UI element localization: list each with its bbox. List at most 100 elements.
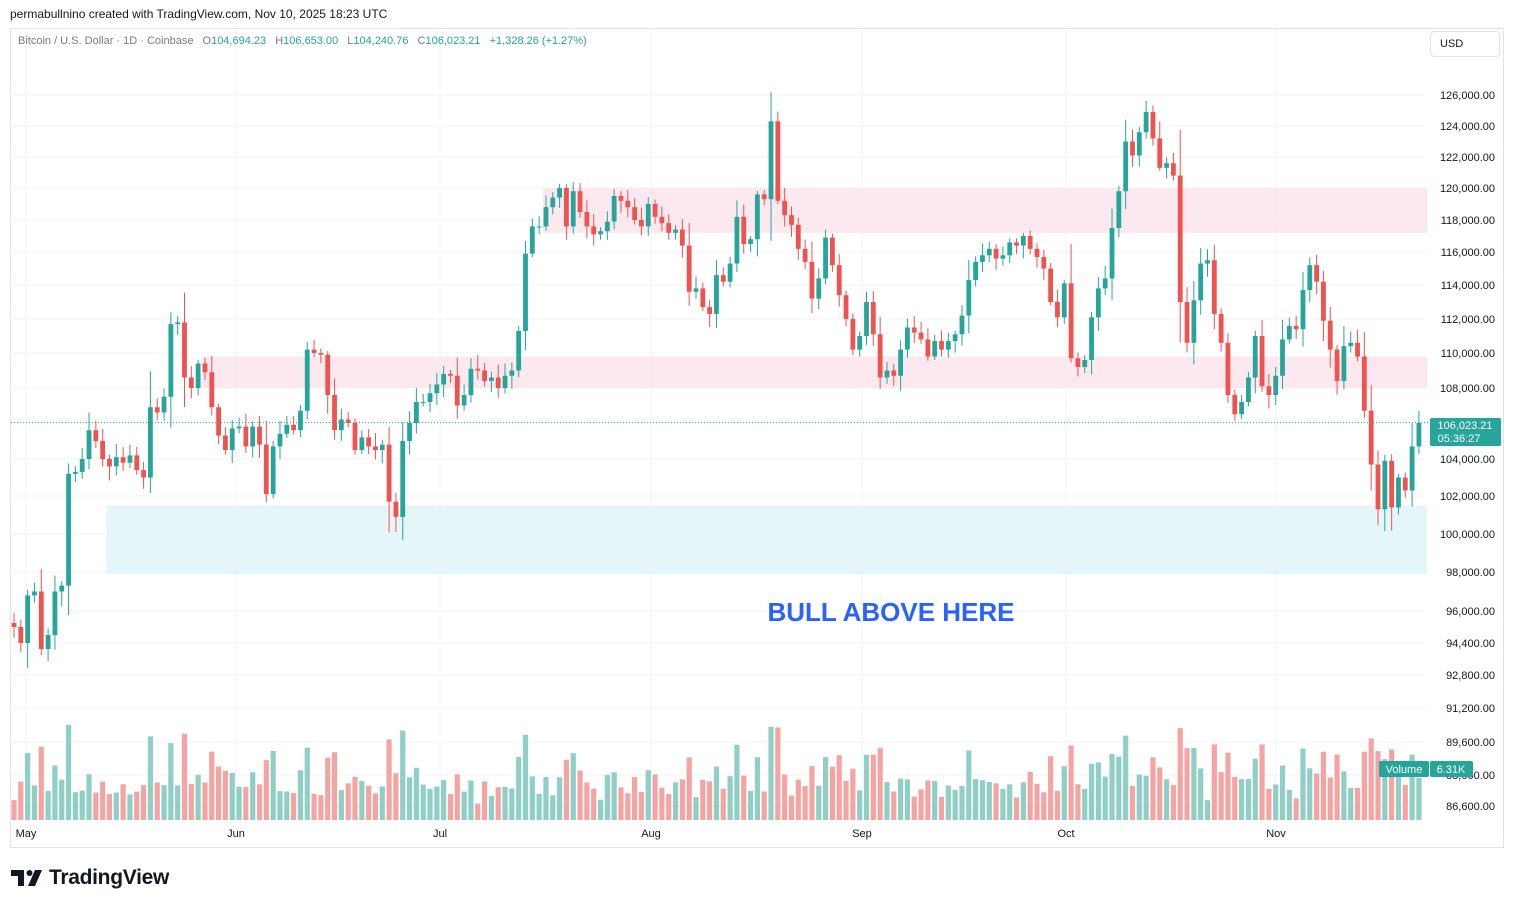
- volume-bar: [1123, 735, 1129, 820]
- volume-bar: [297, 770, 304, 820]
- candle-body: [1007, 242, 1013, 256]
- volume-bar: [59, 779, 65, 820]
- candle-body: [509, 370, 515, 376]
- candle-body: [1293, 325, 1299, 330]
- candle-body: [1348, 342, 1354, 347]
- candle-body: [127, 455, 133, 463]
- volume-bar: [973, 779, 979, 820]
- volume-bar: [611, 772, 617, 820]
- candle-body: [618, 196, 624, 201]
- volume-bar: [1129, 785, 1136, 820]
- volume-bar: [1293, 798, 1299, 820]
- volume-bar: [236, 786, 242, 820]
- candle-body: [495, 377, 501, 388]
- candle-body: [195, 363, 201, 388]
- candle-body: [461, 395, 467, 406]
- volume-bar: [1395, 765, 1402, 820]
- candle-body: [79, 459, 85, 472]
- candle-body: [134, 455, 140, 471]
- tradingview-logo-text: TradingView: [49, 866, 170, 889]
- volume-bar: [120, 784, 126, 820]
- candle-body: [754, 194, 760, 240]
- volume-bar: [447, 794, 454, 820]
- candle-body: [1082, 360, 1088, 367]
- volume-bar: [488, 795, 494, 820]
- candle-body: [66, 473, 71, 586]
- volume-bar: [591, 788, 597, 820]
- candle-body: [816, 278, 822, 299]
- tradingview-logo-icon: [11, 870, 42, 886]
- price-tick-label: 118,000.00: [1441, 215, 1495, 227]
- candle-body: [148, 407, 153, 478]
- candle-body: [1259, 336, 1265, 387]
- candle-body: [243, 426, 249, 447]
- volume-bar: [65, 724, 72, 820]
- candle-body: [1130, 141, 1135, 156]
- candle-body: [1143, 112, 1149, 133]
- volume-bar: [270, 750, 276, 820]
- candle-body: [557, 188, 562, 198]
- candle-body: [1402, 477, 1408, 491]
- candle-body: [209, 372, 215, 408]
- volume-bar: [1259, 744, 1265, 820]
- volume-bar: [331, 752, 338, 820]
- currency-selector[interactable]: USD: [1430, 31, 1500, 57]
- volume-bar: [959, 785, 965, 820]
- volume-bar: [1307, 768, 1313, 820]
- volume-bar: [209, 751, 215, 820]
- candle-body: [393, 501, 399, 517]
- candle-body: [1184, 302, 1190, 343]
- candle-body: [1102, 278, 1108, 289]
- time-axis[interactable]: May Jun Jul Aug Sep Oct Nov: [16, 828, 1287, 840]
- candle-body: [168, 324, 174, 397]
- volume-bar: [802, 786, 808, 820]
- volume-bar: [1402, 784, 1408, 820]
- candle-body: [1177, 175, 1183, 302]
- candle-body: [564, 188, 569, 227]
- candle-body: [468, 368, 474, 395]
- price-tick-label: 116,000.00: [1441, 247, 1495, 259]
- candle-body: [1198, 263, 1204, 301]
- price-tick-label: 91,200.00: [1446, 703, 1495, 715]
- volume-bar: [31, 785, 38, 820]
- volume-bar: [1382, 759, 1388, 820]
- volume-badge: Volume 6.31K: [1379, 761, 1473, 777]
- candle-body: [1048, 268, 1054, 302]
- candle-body: [884, 370, 890, 378]
- volume-bar: [79, 790, 85, 820]
- volume-bar: [188, 783, 194, 820]
- volume-bar: [243, 787, 249, 820]
- volume-bar: [277, 791, 283, 820]
- candle-body: [543, 207, 549, 227]
- candle-body: [700, 288, 706, 308]
- volume-bar: [604, 774, 610, 820]
- volume-bar: [359, 781, 365, 820]
- candle-body: [1171, 163, 1176, 176]
- volume-bar: [1300, 748, 1306, 820]
- candle-body: [304, 349, 310, 411]
- candle-body: [1020, 236, 1026, 246]
- candle-body: [945, 341, 951, 350]
- volume-bar: [1361, 751, 1367, 820]
- volume-bar: [734, 744, 740, 820]
- candle-body: [434, 384, 440, 394]
- volume-bar: [195, 774, 201, 820]
- volume-bar: [72, 792, 78, 820]
- candle-body: [870, 302, 876, 335]
- price-tick-label: 92,800.00: [1446, 670, 1495, 682]
- candle-body: [1273, 375, 1279, 395]
- price-tick-label: 108,000.00: [1440, 383, 1495, 395]
- price-axis[interactable]: 126,000.00 124,000.00 122,000.00 120,000.00…: [1440, 90, 1495, 813]
- candle-body: [454, 375, 460, 406]
- volume-bar: [822, 757, 829, 820]
- volume-bar: [747, 790, 754, 820]
- legend-low: 104,240.76: [353, 35, 409, 47]
- price-tick-label: 94,400.00: [1446, 638, 1495, 650]
- volume-bar: [1177, 728, 1183, 820]
- candle-body: [1150, 112, 1156, 139]
- support-zone: [106, 505, 1428, 574]
- volume-bar: [1157, 767, 1163, 820]
- volume-bar: [147, 736, 153, 820]
- candle-body: [768, 121, 774, 200]
